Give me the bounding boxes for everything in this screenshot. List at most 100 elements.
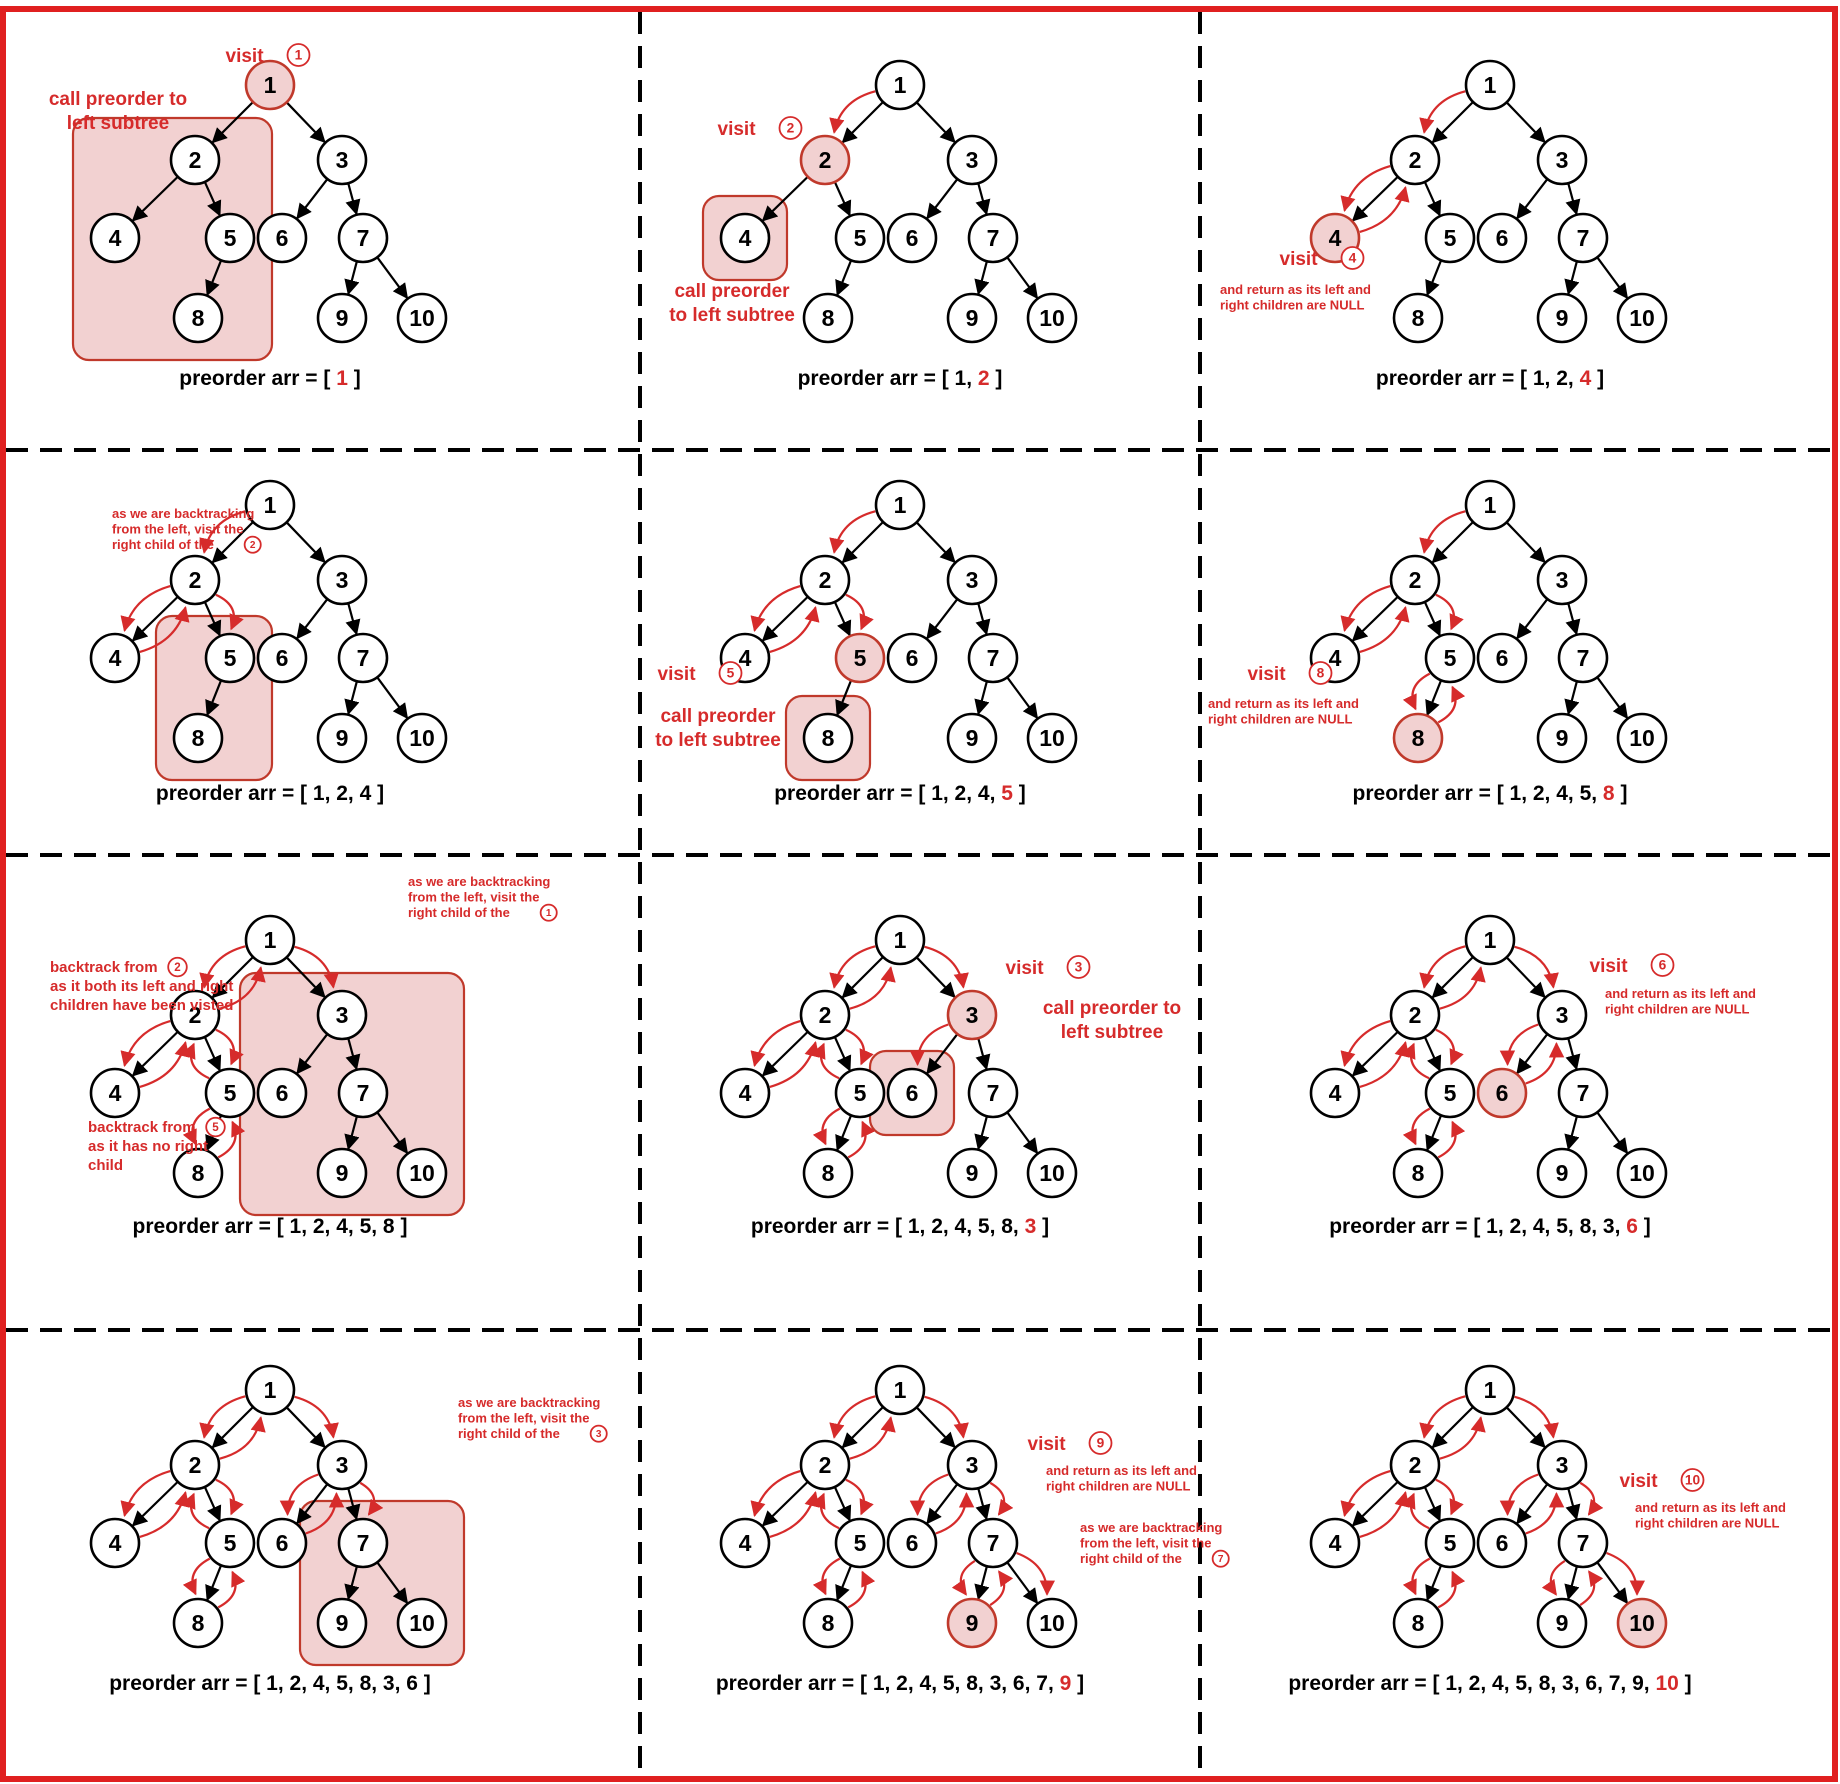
tree-node-2: 2: [799, 554, 851, 606]
node-label: 6: [906, 1080, 919, 1106]
tree-node-1: 1: [1464, 479, 1516, 531]
tree-node-6: 6: [256, 632, 308, 684]
circled-number-label: 1: [295, 48, 303, 63]
annotation-line: left subtree: [1061, 1022, 1163, 1043]
node-label: 8: [192, 1160, 205, 1186]
node-label: 5: [854, 1530, 867, 1556]
traversal-arrow: [120, 1019, 171, 1068]
node-label: 10: [1039, 1160, 1065, 1186]
circled-number-label: 3: [1075, 960, 1083, 975]
node-label: 6: [276, 1080, 289, 1106]
traversal-arrow: [1359, 1490, 1410, 1539]
node-circle: [1616, 1147, 1668, 1199]
tree-node-1: 1: [874, 59, 926, 111]
node-label: 2: [819, 147, 832, 173]
node-label: 6: [276, 645, 289, 671]
circled-number-label: 7: [1218, 1554, 1224, 1565]
node-circle: [1557, 632, 1609, 684]
tree-node-4: 4: [1309, 1067, 1361, 1119]
annotation: backtrack from 5 as it has no right child: [88, 1116, 226, 1174]
node-label: 4: [739, 1530, 752, 1556]
node-circle: [946, 1597, 998, 1649]
visit-label: visit: [1028, 1434, 1067, 1455]
traversal-arrow: [1606, 1551, 1645, 1596]
circled-number-icon: [589, 1424, 608, 1443]
tree-node-10: 10: [1026, 712, 1078, 764]
tree-node-5: 5: [834, 1517, 886, 1569]
tree-node-3: 3: [1536, 134, 1588, 186]
tree-edge: [131, 175, 179, 222]
traversal-arrow: [829, 90, 876, 134]
traversal-arrow: [989, 1570, 1014, 1606]
traversal-arrow: [750, 584, 801, 633]
node-circle: [1424, 1067, 1476, 1119]
traversal-arrow: [769, 1040, 820, 1089]
tree-edge: [211, 956, 254, 999]
tree-edge: [835, 1114, 853, 1152]
annotation: call preorder to left subtree: [49, 89, 187, 134]
node-label: 1: [894, 1377, 907, 1403]
tree-edge: [296, 178, 329, 220]
node-circle: [316, 1147, 368, 1199]
node-label: 7: [357, 225, 370, 251]
node-label: 10: [1629, 1610, 1655, 1636]
node-label: 6: [276, 225, 289, 251]
traversal-arrow: [1514, 1395, 1559, 1439]
tree-node-1: 1: [244, 479, 296, 531]
tree-node-4: 4: [719, 212, 771, 264]
tree-node-1: 1: [1464, 1364, 1516, 1416]
node-circle: [396, 1147, 448, 1199]
tree-node-7: 7: [337, 212, 389, 264]
tree-edge: [835, 679, 853, 717]
node-label: 9: [1556, 1610, 1569, 1636]
tree-node-7: 7: [337, 632, 389, 684]
node-label: 8: [822, 1160, 835, 1186]
node-label: 9: [1556, 725, 1569, 751]
tree-node-8: 8: [172, 1147, 224, 1199]
tree-edge: [975, 182, 991, 216]
tree-node-7: 7: [337, 1067, 389, 1119]
traversal-arrow: [1499, 1023, 1539, 1067]
node-label: 9: [336, 1610, 349, 1636]
circled-number-icon: [778, 116, 803, 140]
tree-node-6: 6: [1476, 212, 1528, 264]
tree-edge: [1564, 1565, 1580, 1601]
circled-number-label: 10: [1685, 1473, 1701, 1488]
node-label: 9: [966, 725, 979, 751]
traversal-arrow: [769, 1490, 820, 1539]
traversal-arrow: [811, 1042, 840, 1080]
node-label: 4: [1329, 1080, 1342, 1106]
node-circle: [1536, 1597, 1588, 1649]
tree-node-4: 4: [1309, 1517, 1361, 1569]
node-circle: [1026, 1597, 1078, 1649]
tree-edge: [1351, 175, 1399, 222]
annotation: visit 10: [1620, 1468, 1705, 1492]
traversal-arrow: [1435, 1028, 1464, 1066]
tree-node-9: 9: [316, 1147, 368, 1199]
traversal-arrow: [181, 1492, 210, 1530]
tree-node-4: 4: [719, 1067, 771, 1119]
tree-node-1: 1: [244, 1364, 296, 1416]
node-circle: [396, 1597, 448, 1649]
annotation-line: right children are NULL: [1220, 298, 1365, 313]
node-circle: [204, 1517, 256, 1569]
circled-number-icon: [1088, 1431, 1113, 1455]
tree-node-10: 10: [396, 292, 448, 344]
traversal-arrow: [182, 1107, 211, 1146]
traversal-arrow: [769, 605, 820, 654]
node-label: 1: [1484, 492, 1497, 518]
node-label: 10: [409, 1610, 435, 1636]
tree-node-4: 4: [719, 1517, 771, 1569]
tree-edge: [975, 602, 991, 636]
traversal-arrow: [829, 1395, 876, 1439]
traversal-arrow: [215, 1478, 244, 1516]
traversal-arrow: [199, 510, 246, 554]
node-circle: [967, 212, 1019, 264]
tree-edge: [203, 601, 222, 637]
tree-node-10: 10: [1616, 292, 1668, 344]
tree-node-8: 8: [1392, 1597, 1444, 1649]
node-circle: [89, 212, 141, 264]
